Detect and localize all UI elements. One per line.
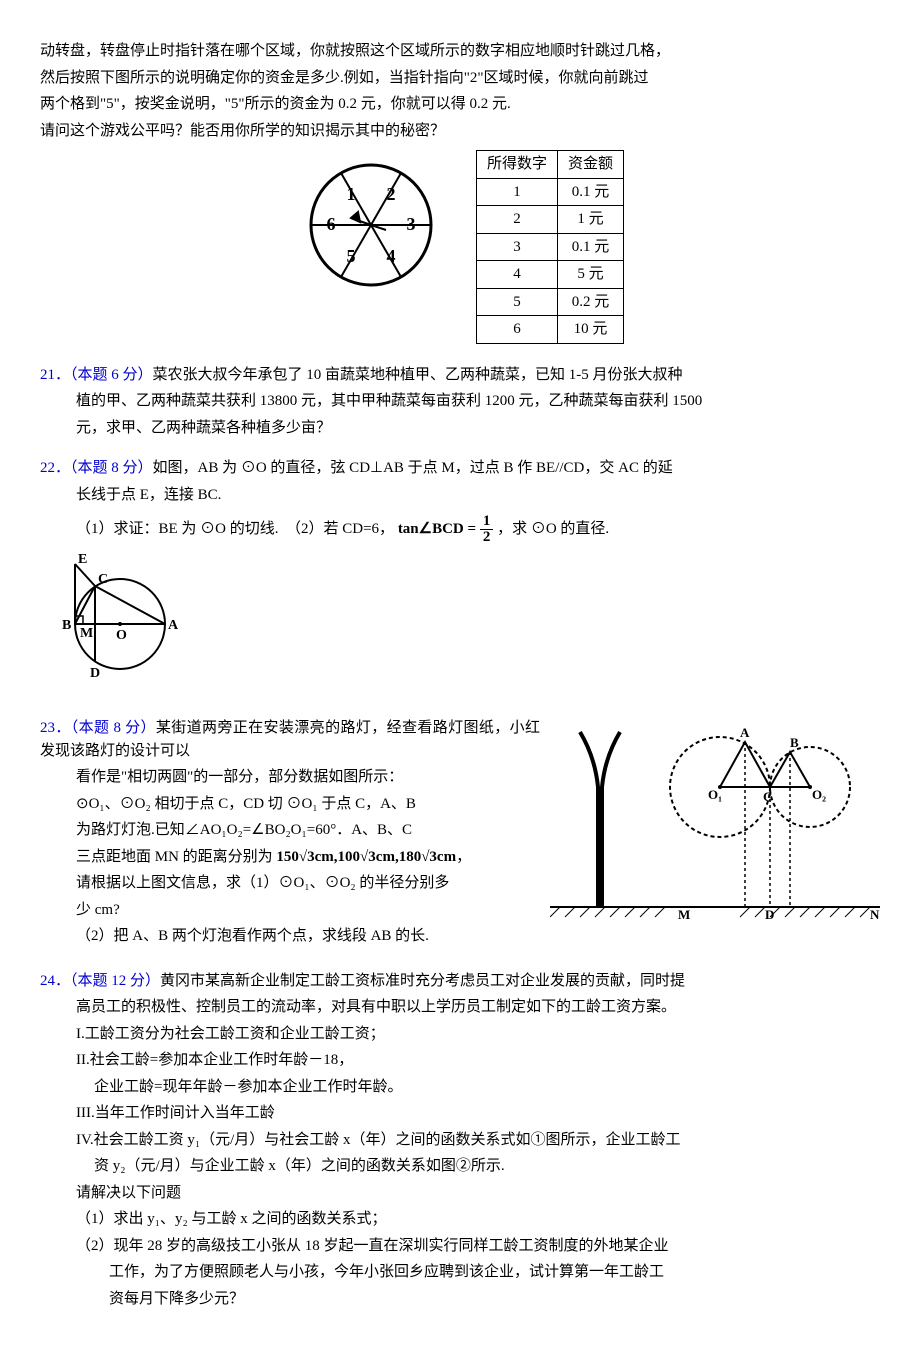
pt-label: O <box>116 628 127 643</box>
q22-tan: tan∠BCD = <box>398 521 476 537</box>
q21-text: 菜农张大叔今年承包了 10 亩蔬菜地种植甲、乙两种蔬菜，已知 1-5 月份张大叔… <box>153 367 683 383</box>
td: 6 <box>476 316 557 344</box>
q23-figure: A B O₁ O₂ C M D N <box>550 717 880 927</box>
pt-label: D <box>90 666 100 681</box>
q24-item: 企业工龄=现年年龄－参加本企业工作时年龄。 <box>40 1076 880 1099</box>
intro-line: 动转盘，转盘停止时指针落在哪个区域，你就按照这个区域所示的数字相应地顺时针跳过几… <box>40 40 880 63</box>
q24-item: IV.社会工龄工资 y₁（元/月）与社会工龄 x（年）之间的函数关系式如①图所示… <box>40 1129 880 1152</box>
question-22: 22．（本题 8 分）如图，AB 为 ⊙O 的直径，弦 CD⊥AB 于点 M，过… <box>40 457 880 699</box>
td: 10 元 <box>558 316 624 344</box>
pt-label: A <box>168 618 179 633</box>
q23-text: 三点距地面 MN 的距离分别为 <box>76 849 276 865</box>
prize-table: 所得数字资金额 10.1 元 21 元 30.1 元 45 元 50.2 元 6… <box>476 150 624 344</box>
td: 4 <box>476 261 557 289</box>
question-23: A B O₁ O₂ C M D N 23．（本题 8 分）某街道两旁正在安装漂亮… <box>40 717 880 952</box>
pt-label: O₂ <box>812 787 826 802</box>
q24-item: I.工龄工资分为社会工龄工资和企业工龄工资； <box>40 1023 880 1046</box>
spinner-label: 2 <box>386 184 395 204</box>
q23-text: （2）把 A、B 两个灯泡看作两个点，求线段 AB 的长. <box>40 925 880 948</box>
q21-num: 21．（本题 6 分） <box>40 367 153 383</box>
intro-line: 两个格到"5"，按奖金说明，"5"所示的资金为 0.2 元，你就可以得 0.2 … <box>40 93 880 116</box>
pt-label: O₁ <box>708 787 722 802</box>
q22-figure: E C B M O A D <box>40 549 190 699</box>
pt-label: M <box>678 907 690 922</box>
q24-text: 黄冈市某高新企业制定工龄工资标准时充分考虑员工对企业发展的贡献，同时提 <box>160 973 685 989</box>
pt-label: C <box>763 789 772 804</box>
spinner-label: 1 <box>346 184 355 204</box>
q23-text: ， <box>456 849 471 865</box>
pt-label: C <box>98 572 108 587</box>
pt-label: A <box>740 725 750 740</box>
q24-sub: （1）求出 y₁、y₂ 与工龄 x 之间的函数关系式； <box>40 1208 880 1231</box>
q24-text: 高员工的积极性、控制员工的流动率，对具有中职以上学历员工制定如下的工龄工资方案。 <box>40 996 880 1019</box>
td: 1 元 <box>558 206 624 234</box>
question-24: 24．（本题 12 分）黄冈市某高新企业制定工龄工资标准时充分考虑员工对企业发展… <box>40 970 880 1311</box>
pt-label: D <box>765 907 774 922</box>
q22-num: 22．（本题 8 分） <box>40 460 153 476</box>
q23-num: 23．（本题 8 分） <box>40 720 156 736</box>
td: 1 <box>476 178 557 206</box>
q22-part1b: ，求 ⊙O 的直径. <box>497 521 609 537</box>
spinner-label: 6 <box>326 214 335 234</box>
q24-prompt: 请解决以下问题 <box>40 1182 880 1205</box>
pt-label: E <box>78 552 87 567</box>
fraction-icon: 12 <box>480 514 494 545</box>
td: 0.1 元 <box>558 233 624 261</box>
q21-text: 植的甲、乙两种蔬菜共获利 13800 元，其中甲种蔬菜每亩获利 1200 元，乙… <box>40 390 880 413</box>
th: 所得数字 <box>476 151 557 179</box>
spinner-label: 5 <box>346 246 355 266</box>
q22-text: 如图，AB 为 ⊙O 的直径，弦 CD⊥AB 于点 M，过点 B 作 BE//C… <box>153 460 673 476</box>
pt-label: B <box>62 618 71 633</box>
td: 0.1 元 <box>558 178 624 206</box>
pt-label: N <box>870 907 880 922</box>
q24-item: 资 y₂（元/月）与企业工龄 x（年）之间的函数关系如图②所示. <box>40 1155 880 1178</box>
q24-sub: 工作，为了方便照顾老人与小孩，今年小张回乡应聘到该企业，试计算第一年工龄工 <box>40 1261 880 1284</box>
td: 5 <box>476 288 557 316</box>
spinner-label: 4 <box>386 246 395 266</box>
pt-label: B <box>790 735 799 750</box>
q24-sub: 资每月下降多少元？ <box>40 1288 880 1311</box>
q22-text: 长线于点 E，连接 BC. <box>40 484 880 507</box>
q21-text: 元，求甲、乙两种蔬菜各种植多少亩？ <box>40 417 880 440</box>
q22-part1: （1）求证：BE 为 ⊙O 的切线. （2）若 CD=6， <box>76 521 394 537</box>
td: 2 <box>476 206 557 234</box>
q24-item: III.当年工作时间计入当年工龄 <box>40 1102 880 1125</box>
td: 5 元 <box>558 261 624 289</box>
intro-line: 然后按照下图所示的说明确定你的资金是多少.例如，当指针指向"2"区域时候，你就向… <box>40 67 880 90</box>
intro-line: 请问这个游戏公平吗？能否用你所学的知识揭示其中的秘密？ <box>40 120 880 143</box>
td: 0.2 元 <box>558 288 624 316</box>
pt-label: M <box>80 626 93 641</box>
td: 3 <box>476 233 557 261</box>
question-21: 21．（本题 6 分）菜农张大叔今年承包了 10 亩蔬菜地种植甲、乙两种蔬菜，已… <box>40 364 880 440</box>
th: 资金额 <box>558 151 624 179</box>
q24-sub: （2）现年 28 岁的高级技工小张从 18 岁起一直在深圳实行同样工龄工资制度的… <box>40 1235 880 1258</box>
spinner-label: 3 <box>406 214 415 234</box>
q24-num: 24．（本题 12 分） <box>40 973 160 989</box>
spinner-and-table: 2 3 4 5 6 1 所得数字资金额 10.1 元 21 元 30.1 元 4… <box>40 150 880 344</box>
q24-item: II.社会工龄=参加本企业工作时年龄－18， <box>40 1049 880 1072</box>
q23-bold: 150√3cm,100√3cm,180√3cm <box>276 849 456 865</box>
spinner-wheel: 2 3 4 5 6 1 <box>296 150 446 300</box>
